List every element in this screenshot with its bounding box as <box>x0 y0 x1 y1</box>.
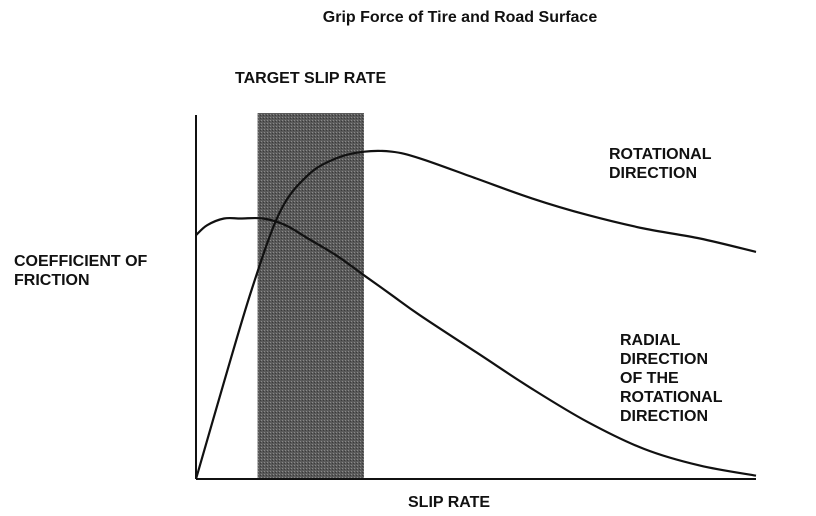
y-axis-label: COEFFICIENT OF FRICTION <box>14 252 147 290</box>
radial-label-line-5: DIRECTION <box>620 408 708 425</box>
rotational-label-line-1: ROTATIONAL <box>609 146 712 163</box>
chart-title: Grip Force of Tire and Road Surface <box>322 9 598 26</box>
rotational-direction-label: ROTATIONAL DIRECTION <box>609 145 712 183</box>
radial-direction-label: RADIAL DIRECTION OF THE ROTATIONAL DIREC… <box>620 331 723 426</box>
radial-label-line-2: DIRECTION <box>620 351 708 368</box>
target-slip-rate-band <box>257 113 364 479</box>
radial-direction-line <box>195 216 757 477</box>
y-axis-label-line-2: FRICTION <box>14 272 90 289</box>
radial-label-line-4: ROTATIONAL <box>620 389 723 406</box>
rotational-direction-line <box>194 149 757 480</box>
rotational-label-line-2: DIRECTION <box>609 165 697 182</box>
y-axis-label-line-1: COEFFICIENT OF <box>14 253 148 270</box>
radial-label-line-1: RADIAL <box>620 332 681 349</box>
radial-label-line-3: OF THE <box>620 370 679 387</box>
x-axis-label: SLIP RATE <box>408 494 491 511</box>
target-slip-rate-label: TARGET SLIP RATE <box>235 70 387 87</box>
